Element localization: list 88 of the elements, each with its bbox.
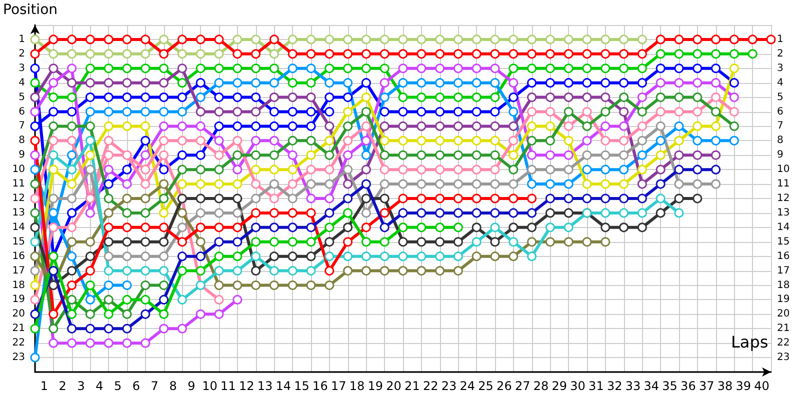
x-tick-label: 21 [404,379,420,393]
y2-tick-label: 1 [777,34,784,45]
y2-tick-label: 20 [777,308,790,320]
x-tick-label: 40 [754,379,770,393]
x-tick-label: 39 [736,379,752,393]
x-tick-label: 14 [276,379,292,393]
x-tick-label: 26 [496,379,512,393]
x-tick-label: 19 [368,379,384,393]
x-tick-label: 18 [349,379,365,393]
y2-tick-label: 19 [777,294,790,306]
x-tick-label: 1 [40,379,48,393]
x-tick-label: 2 [58,379,66,393]
x-tick-label: 4 [96,379,104,393]
y2-tick-label: 4 [777,77,784,88]
y2-tick-label: 15 [777,236,790,248]
y-tick-label: 19 [12,294,25,306]
x-tick-label: 38 [717,379,733,393]
y-tick-label: 13 [12,207,25,218]
y2-tick-label: 23 [777,352,790,364]
x-tick-label: 5 [114,379,122,393]
y-tick-label: 8 [18,135,25,146]
y2-tick-label: 21 [777,323,790,334]
y2-tick-label: 10 [777,164,790,176]
y-tick-label: 10 [12,164,25,176]
x-tick-label: 20 [386,379,402,393]
y-tick-label: 9 [18,150,25,161]
y-tick-label: 2 [18,48,25,60]
x-tick-label: 31 [588,379,604,393]
x-axis-title: Laps [731,332,768,352]
y2-tick-label: 14 [777,222,790,233]
y-tick-label: 20 [12,308,25,320]
x-tick-label: 13 [257,379,273,393]
x-tick-label: 10 [202,379,218,393]
x-tick-label: 33 [625,379,641,393]
y2-tick-label: 2 [777,48,784,60]
y-tick-label: 22 [12,338,25,349]
y-tick-label: 6 [18,106,25,118]
y-tick-label: 4 [18,77,25,88]
x-tick-label: 9 [188,379,196,393]
x-tick-label: 3 [77,379,85,393]
x-tick-label: 37 [698,379,714,393]
x-tick-label: 17 [330,379,346,393]
x-tick-label: 12 [238,379,254,393]
y2-tick-label: 22 [777,338,790,349]
y2-tick-label: 9 [777,150,784,161]
y-tick-label: 11 [12,178,25,190]
x-tick-label: 23 [441,379,457,393]
x-tick-label: 36 [680,379,696,393]
y2-tick-label: 17 [777,265,790,276]
y-tick-label: 17 [12,265,25,276]
x-tick-label: 7 [150,379,158,393]
x-tick-label: 16 [312,379,328,393]
x-tick-label: 6 [132,379,140,393]
x-tick-label: 34 [644,379,660,393]
y-tick-label: 14 [12,222,25,233]
y-tick-label: 16 [12,250,25,262]
x-tick-label: 25 [478,379,494,393]
x-tick-label: 24 [460,379,476,393]
y-tick-label: 12 [12,193,25,204]
x-tick-label: 32 [606,379,622,393]
y-tick-label: 23 [12,352,25,364]
y2-tick-label: 8 [777,135,784,146]
x-tick-label: 30 [570,379,586,393]
y-tick-label: 7 [18,120,25,132]
y2-tick-label: 11 [777,178,790,190]
y2-tick-label: 3 [777,62,784,74]
y2-tick-label: 7 [777,120,784,132]
x-tick-label: 27 [514,379,530,393]
y-tick-label: 15 [12,236,25,248]
x-tick-label: 28 [533,379,549,393]
x-tick-label: 15 [294,379,310,393]
y-tick-label: 3 [18,62,25,74]
x-tick-label: 11 [220,379,236,393]
y2-tick-label: 16 [777,250,790,262]
y2-tick-label: 18 [777,280,790,291]
y-axis-title: Position [3,2,58,18]
y-tick-label: 18 [12,280,25,291]
x-tick-label: 29 [552,379,568,393]
x-tick-label: 35 [662,379,678,393]
y2-tick-label: 6 [777,106,784,118]
y2-tick-label: 5 [777,92,784,103]
x-tick-label: 22 [422,379,438,393]
x-tick-label: 8 [169,379,177,393]
y2-tick-label: 12 [777,193,790,204]
y2-tick-label: 13 [777,207,790,218]
y-tick-label: 5 [18,92,25,103]
y-tick-label: 1 [18,34,25,45]
y-tick-label: 21 [12,323,25,334]
